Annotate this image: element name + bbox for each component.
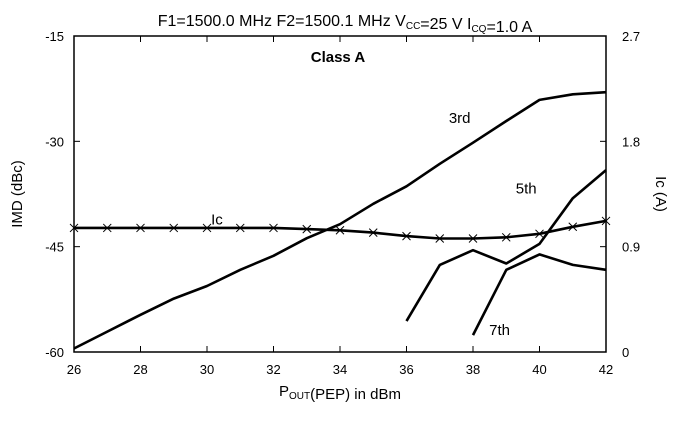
data-point-ic bbox=[368, 228, 378, 237]
class-annotation: Class A bbox=[311, 49, 366, 66]
data-point-ic bbox=[501, 232, 511, 242]
data-point-ic bbox=[468, 234, 478, 243]
x-tick-label: 32 bbox=[266, 362, 280, 377]
series-label: 5th bbox=[516, 180, 537, 197]
data-point-ic bbox=[302, 224, 312, 234]
data-point-ic bbox=[102, 223, 112, 233]
y-tick-label: -60 bbox=[45, 345, 64, 360]
y2-tick-label: 2.7 bbox=[622, 29, 640, 44]
y2-tick-label: 0 bbox=[622, 345, 629, 360]
y-tick-label: -45 bbox=[45, 240, 64, 255]
x-axis-label-text: POUT(PEP) in dBm bbox=[279, 383, 401, 403]
data-point-ic bbox=[136, 223, 145, 233]
y-tick-label: -15 bbox=[45, 29, 64, 44]
series-line-5th bbox=[405, 169, 607, 322]
x-tick-label: 38 bbox=[466, 362, 480, 377]
data-point-ic bbox=[235, 223, 245, 233]
chart-title-text: F1=1500.0 MHz F2=1500.1 MHz VCC=25 V ICQ… bbox=[158, 13, 533, 36]
data-point-ic bbox=[335, 225, 345, 235]
series-label: Ic bbox=[211, 211, 223, 228]
y2-axis-label: Ic (A) bbox=[652, 176, 669, 212]
data-point-ic bbox=[69, 223, 79, 233]
x-tick-label: 26 bbox=[67, 362, 81, 377]
series-label: 3rd bbox=[449, 110, 471, 127]
y-tick-label: -30 bbox=[45, 134, 64, 149]
x-axis-label: POUT(PEP) in dBm bbox=[279, 383, 401, 403]
data-point-ic bbox=[601, 216, 611, 226]
x-tick-label: 30 bbox=[200, 362, 214, 377]
series-label: 7th bbox=[489, 322, 510, 339]
chart-title: F1=1500.0 MHz F2=1500.1 MHz VCC=25 V ICQ… bbox=[158, 13, 533, 36]
x-tick-label: 28 bbox=[133, 362, 147, 377]
data-point-ic bbox=[535, 229, 544, 239]
data-point-ic bbox=[269, 223, 278, 233]
y2-tick-label: 1.8 bbox=[622, 134, 640, 149]
x-tick-label: 34 bbox=[333, 362, 347, 377]
data-point-ic bbox=[202, 223, 212, 233]
y2-tick-label: 0.9 bbox=[622, 240, 640, 255]
series-line-3rd bbox=[73, 90, 607, 350]
data-point-ic bbox=[435, 234, 445, 243]
data-point-ic bbox=[568, 222, 578, 232]
x-tick-label: 42 bbox=[599, 362, 613, 377]
data-point-ic bbox=[169, 223, 179, 233]
y-axis-label: IMD (dBc) bbox=[9, 160, 26, 228]
data-point-ic bbox=[402, 231, 411, 241]
x-tick-label: 36 bbox=[399, 362, 413, 377]
x-tick-label: 40 bbox=[532, 362, 546, 377]
series-line-7th bbox=[471, 253, 607, 336]
